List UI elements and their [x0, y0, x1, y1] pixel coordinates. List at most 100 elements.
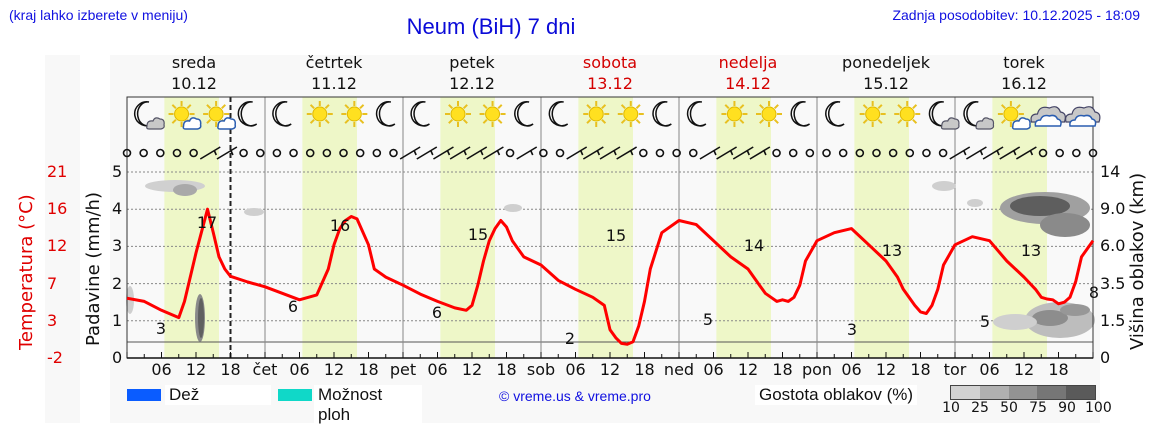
density-tick-label: 100 — [1085, 400, 1112, 416]
x-tick-label: sob — [526, 360, 556, 379]
precip-tick-label: 5 — [112, 162, 123, 181]
calm-wind-icon — [239, 148, 248, 158]
sun-icon — [445, 101, 471, 127]
day-header: četrtek 11.12 — [265, 52, 403, 94]
calm-wind-icon — [639, 148, 648, 158]
right-tick-label: 3.5 — [1100, 273, 1126, 293]
sun-icon — [617, 101, 644, 127]
wind-barb-icon — [516, 146, 538, 160]
daylight-band — [302, 97, 357, 358]
x-tick-label: 18 — [634, 360, 655, 379]
temperature-max-label: 13 — [1021, 241, 1041, 260]
calm-wind-icon — [822, 148, 831, 158]
x-tick-label: 06 — [979, 360, 1000, 379]
x-tick-label: 18 — [496, 360, 517, 379]
x-tick-label: 12 — [323, 360, 345, 379]
calm-wind-icon — [805, 148, 815, 158]
daylight-band — [854, 97, 909, 358]
cloud-density-label: Gostota oblakov (%) — [755, 385, 918, 405]
precip-tick-label: 3 — [112, 236, 123, 256]
day-date: 12.12 — [449, 74, 495, 93]
wind-barb-icon — [999, 146, 1021, 160]
wind-barb-icon — [966, 146, 987, 160]
day-name: ponedeljek — [842, 53, 930, 72]
storm-legend-swatch — [278, 389, 312, 401]
sun-cloud-icon — [168, 101, 202, 130]
x-tick-label: 18 — [910, 360, 931, 379]
temperature-line — [126, 207, 1095, 346]
density-tick-label: 75 — [1029, 400, 1047, 416]
sun-cloud-icon — [203, 101, 237, 130]
density-swatch — [951, 386, 980, 399]
region-hint: (kraj lahko izberete v meniju) — [9, 7, 188, 23]
precip-tick-label: 0 — [112, 348, 123, 367]
wind-barb-icon — [216, 146, 238, 160]
daylight-band — [716, 97, 771, 358]
wind-barb-icon — [582, 146, 604, 160]
left-tick-label: -2 — [47, 348, 63, 367]
cloud-density-blob — [1010, 196, 1070, 216]
calm-wind-icon — [772, 148, 781, 158]
temperature-max-label: 15 — [468, 225, 488, 244]
moon-icon — [514, 101, 534, 127]
cloudy-icon — [1030, 106, 1066, 127]
day-date: 16.12 — [1001, 74, 1047, 93]
calm-wind-icon — [555, 148, 565, 158]
sun-icon — [721, 101, 748, 127]
x-tick-label: 12 — [1013, 360, 1035, 379]
wind-barb-icon — [599, 146, 621, 160]
x-tick-label: 06 — [841, 360, 862, 379]
calm-wind-icon — [172, 148, 182, 158]
day-name: sobota — [582, 53, 638, 72]
moon-cloud-icon — [133, 101, 165, 130]
day-header: ponedeljek 15.12 — [817, 52, 955, 94]
right-tick-label: 9.0 — [1100, 199, 1126, 219]
wind-barb-icon — [433, 146, 454, 160]
cloudy-icon — [1065, 106, 1101, 127]
day-header: sreda 10.12 — [125, 52, 263, 94]
temperature-min-label: 3 — [156, 319, 166, 338]
moon-icon — [410, 101, 430, 127]
cloud-density-scale — [950, 385, 1096, 400]
cloud-density-blob — [1040, 213, 1090, 237]
x-tick-label: pon — [801, 360, 833, 379]
day-name: četrtek — [305, 53, 363, 72]
x-tick-label: 06 — [289, 360, 310, 379]
copyright-link[interactable]: © vreme.us & vreme.pro — [499, 388, 651, 404]
rain-legend-swatch — [127, 389, 161, 401]
day-date: 10.12 — [171, 74, 217, 93]
density-tick-label: 50 — [1000, 400, 1018, 416]
calm-wind-icon — [905, 148, 915, 158]
calm-wind-icon — [938, 148, 948, 158]
x-tick-label: ned — [663, 360, 695, 379]
calm-wind-icon — [788, 148, 798, 158]
wind-barb-icon — [616, 146, 638, 160]
x-tick-label: pet — [389, 360, 417, 379]
calm-wind-icon — [539, 148, 548, 158]
wind-barb-icon — [699, 146, 721, 160]
cloud-density-blob — [504, 204, 522, 212]
x-tick-label: 18 — [358, 360, 379, 379]
day-name: sreda — [171, 53, 217, 72]
wind-barb-icon — [449, 146, 471, 160]
day-name: petek — [449, 53, 495, 72]
moon-icon — [652, 101, 672, 127]
x-tick-label: 12 — [737, 360, 759, 379]
calm-wind-icon — [156, 148, 165, 158]
calm-wind-icon — [672, 148, 681, 158]
x-tick-label: 06 — [703, 360, 724, 379]
storm-legend-label: Možnost ploh — [314, 385, 422, 425]
temperature-max-label: 15 — [606, 226, 626, 245]
title-text: Neum (BiH) 7 dni — [406, 14, 576, 39]
wind-barb-icon — [949, 146, 971, 160]
temperature-min-label: 3 — [847, 320, 857, 339]
day-header: sobota 13.12 — [541, 52, 679, 94]
calm-wind-icon — [888, 148, 898, 158]
cloud-density-blob — [173, 184, 197, 196]
wind-barb-icon — [199, 146, 221, 160]
right-tick-label: 6.0 — [1100, 236, 1126, 256]
right-tick-label: 14 — [1100, 162, 1121, 181]
calm-wind-icon — [355, 148, 365, 158]
cloud-density-blob — [967, 199, 983, 207]
temperature-min-label: 5 — [980, 312, 990, 331]
